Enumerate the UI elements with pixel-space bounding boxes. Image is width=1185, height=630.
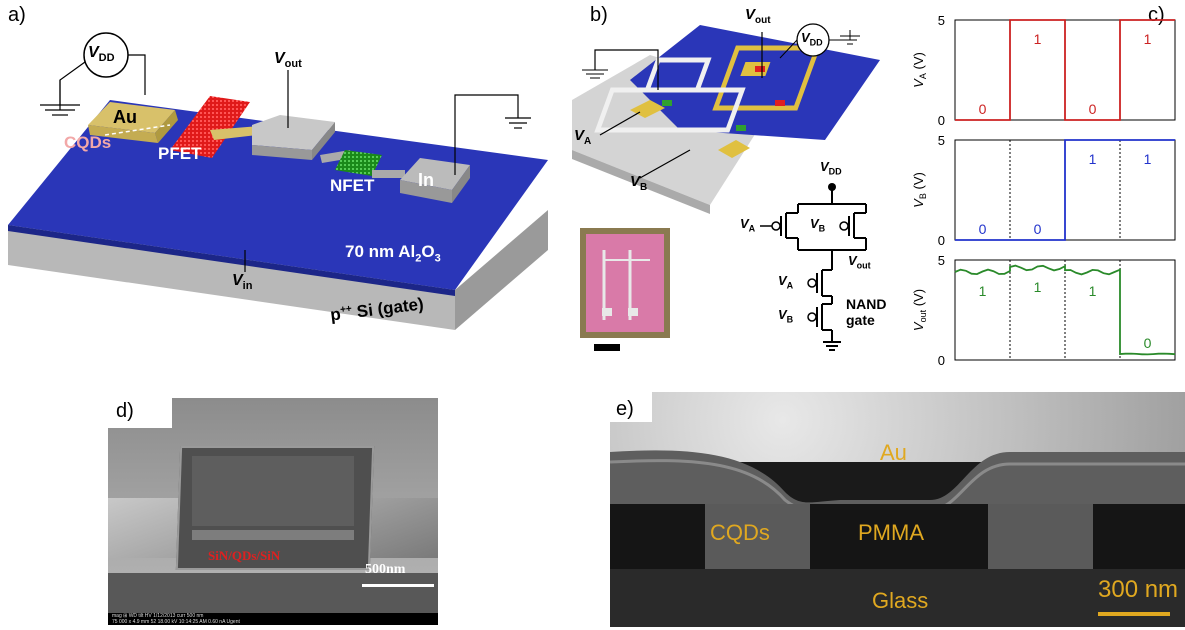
sch-vdd-label: VDD xyxy=(820,159,842,177)
vin-label: Vin xyxy=(232,272,253,293)
logic-state-label: 0 xyxy=(979,101,987,117)
substrate-side-face xyxy=(455,210,548,330)
sch-va2-label: VA xyxy=(778,273,794,291)
sem-info-bar: mag ⊞ WD tilt HV 1/12/2013 curr 500 nm 75… xyxy=(112,613,240,625)
b-va-label: VA xyxy=(574,127,592,147)
y-tick-label: 0 xyxy=(938,113,945,128)
logic-state-label: 1 xyxy=(1089,283,1097,299)
logic-state-label: 0 xyxy=(1034,221,1042,237)
y-axis-label: VB (V) xyxy=(911,172,928,208)
y-tick-label: 5 xyxy=(938,253,945,268)
sem-layer-label: SiN/QDs/SiN xyxy=(208,548,281,563)
e-cqds-label: CQDs xyxy=(710,520,770,545)
panel-e-sem-image xyxy=(610,392,1185,627)
vout-label: Vout xyxy=(274,50,302,71)
e-glass-label: Glass xyxy=(872,588,929,613)
panel-e-label-bg xyxy=(610,392,652,422)
nfet-label: NFET xyxy=(330,176,375,195)
logic-state-label: 0 xyxy=(979,221,987,237)
logic-state-label: 0 xyxy=(1089,101,1097,117)
logic-state-label: 1 xyxy=(1034,279,1042,295)
b-vout-label: Vout xyxy=(745,6,771,26)
au-pad xyxy=(88,102,175,133)
pfet-channel xyxy=(170,96,250,158)
panel-d-label-bg xyxy=(108,398,172,428)
y-tick-label: 5 xyxy=(938,13,945,28)
panel-e-label: e) xyxy=(616,398,634,420)
b-vdd-label: VDD xyxy=(801,30,823,48)
sch-va1-label: VA xyxy=(740,216,756,234)
panel-b-circuit-diagram xyxy=(572,23,880,351)
y-axis-label: VA (V) xyxy=(911,52,928,88)
logic-state-label: 0 xyxy=(1144,335,1152,351)
panel-a-device-diagram xyxy=(8,32,548,330)
in-label: In xyxy=(418,170,434,190)
cqds-label: CQDs xyxy=(64,133,112,152)
nfet-channel xyxy=(335,150,382,176)
d-scale-bar xyxy=(362,584,434,587)
panel-d-sem-image xyxy=(108,398,438,625)
logic-state-label: 1 xyxy=(1034,31,1042,47)
panel-c-timing-chart: 0 5 VA (V) 0 1 0 1 0 5 VB (V) 0 0 1 1 0 5 Vout (V) 1 1 1 0 xyxy=(911,13,1176,368)
sch-vb1-label: VB xyxy=(810,216,826,234)
e-scale-label: 300 nm xyxy=(1098,576,1179,603)
y-axis-label: Vout (V) xyxy=(911,289,928,331)
nand-label: NAND gate xyxy=(846,296,887,328)
signal-trace-0 xyxy=(955,19,1175,121)
pfet-label: PFET xyxy=(158,144,202,163)
y-tick-label: 0 xyxy=(938,353,945,368)
sch-vout-label: Vout xyxy=(848,253,871,271)
logic-state-label: 1 xyxy=(1144,31,1152,47)
sch-vb2-label: VB xyxy=(778,307,794,325)
scale-bar xyxy=(594,344,620,351)
vout-pad xyxy=(252,115,335,150)
substrate-front-face xyxy=(8,225,455,330)
e-scale-bar xyxy=(1098,612,1170,616)
y-tick-label: 5 xyxy=(938,133,945,148)
panel-b-label: b) xyxy=(590,4,608,26)
au-label: Au xyxy=(113,107,137,127)
signal-trace-2 xyxy=(954,264,1176,356)
d-scale-label: 500nm xyxy=(365,562,406,577)
e-pmma-label: PMMA xyxy=(858,520,924,545)
logic-state-label: 1 xyxy=(979,283,987,299)
logic-state-label: 1 xyxy=(1089,151,1097,167)
panel-a-label: a) xyxy=(8,4,26,26)
oxide-label: 70 nm Al2O3 xyxy=(345,242,441,265)
oxide-top-surface xyxy=(8,100,548,290)
b-vb-label: VB xyxy=(630,173,648,193)
input-pad xyxy=(400,158,470,190)
logic-state-label: 1 xyxy=(1144,151,1152,167)
signal-trace-1 xyxy=(955,139,1175,241)
panel-d-label: d) xyxy=(116,400,134,422)
e-au-label: Au xyxy=(880,440,907,465)
y-tick-label: 0 xyxy=(938,233,945,248)
vdd-label: VDD xyxy=(88,44,115,65)
